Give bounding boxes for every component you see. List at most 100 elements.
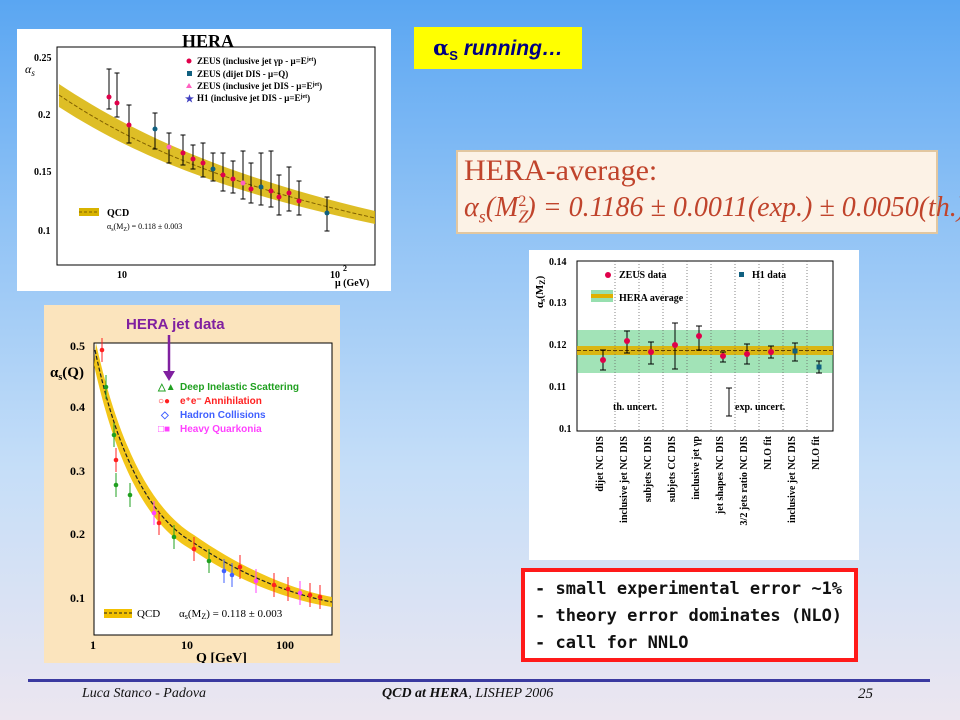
- jet-point: [151, 510, 157, 516]
- category-label: NLO fit: [763, 435, 774, 469]
- slide-title: αS running…: [414, 27, 582, 69]
- hera-alphas-svg: HERA αs 0.25 0.2 0.15 0.1 10 10 2 μ (GeV…: [25, 31, 376, 289]
- summary-y-axis-label: αs(MZ): [534, 275, 547, 308]
- ytick: 0.25: [34, 53, 52, 64]
- jet-data-points: [99, 338, 323, 609]
- category-label: subjets CC DIS: [667, 436, 678, 503]
- summary-categories: dijet NC DIS inclusive jet NC DIS subjet…: [595, 435, 822, 525]
- xtick: 10: [330, 270, 340, 281]
- x-ticks: 10 10 2: [117, 264, 347, 281]
- jet-point: [317, 594, 323, 600]
- summary-dividers: [614, 261, 808, 431]
- jet-point: [113, 457, 119, 463]
- jet-point: [127, 492, 133, 498]
- hera-point: [114, 100, 120, 106]
- note-item: - call for NNLO: [535, 633, 689, 653]
- ytick: 0.12: [549, 340, 567, 351]
- jet-point: [99, 347, 105, 353]
- category-label: NLO fit: [811, 435, 822, 469]
- hera-point: [296, 198, 302, 204]
- qcd-legend-label: QCD: [107, 208, 129, 219]
- category-label: jet shapes NC DIS: [715, 436, 726, 516]
- legend-hera-average: HERA average: [619, 293, 684, 304]
- th-uncert-label: th. uncert.: [613, 402, 658, 413]
- hera-point: [220, 172, 226, 178]
- ytick: 0.14: [549, 257, 567, 268]
- ytick: 0.4: [70, 400, 85, 414]
- hera-point: [210, 166, 216, 172]
- summary-zeus-point: [696, 333, 702, 339]
- summary-y-ticks: 0.14 0.13 0.12 0.11 0.1: [549, 257, 572, 435]
- jet-point: [297, 590, 303, 596]
- exp-uncert-label: exp. uncert.: [735, 402, 786, 413]
- ytick: 0.1: [70, 591, 85, 605]
- legend-marker-h1: ★: [185, 94, 194, 105]
- ytick: 0.2: [38, 110, 51, 121]
- jet-point: [171, 534, 177, 540]
- xtick: 1: [90, 638, 96, 652]
- category-label: subjets NC DIS: [643, 436, 654, 503]
- ytick: 0.1: [559, 424, 572, 435]
- jet-y-ticks: 0.5 0.4 0.3 0.2 0.1: [70, 339, 85, 605]
- legend-h1: H1 (inclusive jet DIS - μ=Ejet): [197, 93, 310, 103]
- legend-quark: Heavy Quarkonia: [180, 424, 262, 435]
- summary-zeus-point: [624, 338, 630, 344]
- jet-point: [156, 520, 162, 526]
- category-label: dijet NC DIS: [595, 436, 606, 492]
- xtick: 10: [117, 270, 127, 281]
- jet-point: [285, 586, 291, 592]
- legend-marker-zeus-gp: [186, 58, 192, 64]
- legend-marker-zeus-dis: [186, 83, 192, 88]
- summary-zeus-point: [672, 342, 678, 348]
- hera-point: [286, 190, 292, 196]
- hera-legend: ZEUS (inclusive jet γp - μ=Ejet) ZEUS (d…: [185, 56, 322, 105]
- footer-conf-rest: , LISHEP 2006: [468, 686, 554, 701]
- category-label: inclusive jet γp: [691, 436, 702, 500]
- legend-zeus-data: ZEUS data: [619, 270, 667, 281]
- legend-h1-data: H1 data: [752, 270, 786, 281]
- jet-plot-header: HERA jet data: [126, 316, 225, 333]
- jet-point: [229, 572, 235, 578]
- hera-point: [106, 94, 112, 100]
- xtick: 100: [276, 638, 294, 652]
- note-item: - theory error dominates (NLO): [535, 606, 843, 626]
- jet-point: [221, 568, 227, 574]
- summary-h1-point: [792, 348, 798, 354]
- hera-point: [324, 210, 330, 216]
- legend-marker-h1: [739, 272, 744, 277]
- hera-point: [276, 194, 282, 200]
- hera-point: [190, 156, 196, 162]
- page-number: 25: [858, 686, 873, 702]
- jet-point: [113, 482, 119, 488]
- footer-conference: QCD at HERA, LISHEP 2006: [382, 686, 553, 702]
- alpha-sub: S: [449, 48, 458, 64]
- jet-point: [237, 564, 243, 570]
- ytick: 0.1: [38, 226, 51, 237]
- xtick: 10: [181, 638, 193, 652]
- summary-data-points: [600, 322, 822, 374]
- legend-dis-marker: △▲: [157, 382, 176, 393]
- hera-point: [166, 144, 172, 150]
- qcd-value: αs(MZ) = 0.118 ± 0.003: [107, 222, 182, 233]
- ytick: 0.3: [70, 464, 85, 478]
- plot-frame: [56, 46, 376, 266]
- hera-point: [126, 122, 132, 128]
- summary-zeus-point: [720, 353, 726, 359]
- jet-point: [206, 558, 212, 564]
- jet-point: [103, 384, 109, 390]
- conclusions-box: - small experimental error ~1% - theory …: [521, 568, 858, 662]
- hera-point: [230, 176, 236, 182]
- jet-x-ticks: 1 10 100: [90, 638, 294, 652]
- plot-title: HERA: [182, 31, 234, 51]
- summary-zeus-point: [648, 349, 654, 355]
- jet-y-axis-label: αs(Q): [50, 365, 84, 383]
- jet-legend: △▲ Deep Inelastic Scattering ○● e⁺e⁻ Ann…: [157, 382, 299, 435]
- footer-author: Luca Stanco - Padova: [82, 686, 207, 701]
- jet-qcd-legend-swatch: [104, 609, 132, 618]
- jet-point: [111, 432, 117, 438]
- summary-zeus-point: [600, 357, 606, 363]
- summary-legend: ZEUS data H1 data HERA average th. uncer…: [591, 270, 786, 417]
- alphas-summary-plot: αs(MZ) 0.14 0.13 0.12 0.11 0.1 ZEUS data…: [529, 250, 859, 560]
- ytick: 0.15: [34, 167, 52, 178]
- ytick: 0.5: [70, 339, 85, 353]
